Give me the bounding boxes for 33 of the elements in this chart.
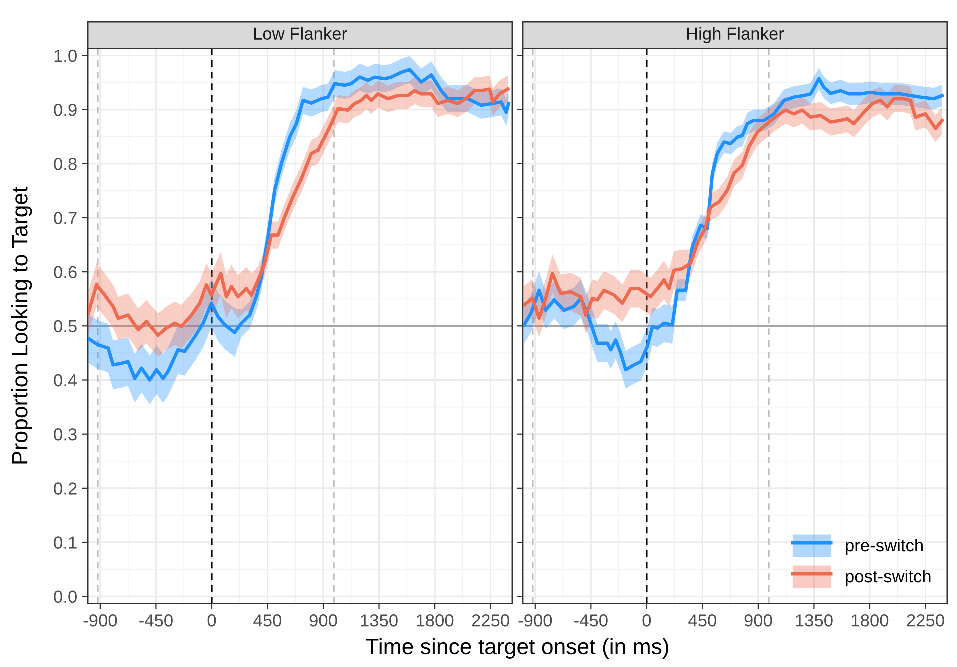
x-tick-label: 2250: [907, 614, 944, 627]
x-tick-label: 1350: [361, 614, 398, 627]
y-tick-label: 0.6: [54, 266, 77, 279]
y-tick-label: 1.0: [54, 50, 77, 62]
y-tick-label: 0.1: [54, 536, 77, 549]
x-tick-label: 2250: [472, 614, 510, 627]
legend-label: post-switch: [846, 570, 931, 586]
x-tick-label: 900: [310, 614, 338, 627]
x-tick-label: 1350: [796, 614, 833, 627]
y-axis-title: Proportion Looking to Target: [11, 186, 32, 464]
y-tick-label: 0.5: [54, 320, 77, 333]
x-tick-label: 450: [688, 614, 716, 627]
x-tick-label: 1800: [852, 614, 889, 627]
x-tick-label: -900: [518, 614, 552, 627]
legend-label: pre-switch: [846, 538, 923, 556]
x-tick-label: 0: [642, 614, 652, 627]
chart-title: High Flanker: [687, 27, 784, 44]
y-tick-label: 0.2: [54, 482, 77, 495]
x-axis-title: Time since target onset (in ms): [366, 638, 668, 659]
y-tick-label: 0.7: [54, 212, 77, 224]
y-tick-label: 0.9: [54, 104, 77, 116]
x-tick-label: 450: [254, 614, 282, 627]
y-tick-label: 0.3: [54, 428, 77, 441]
y-tick-label: 0.8: [54, 158, 77, 170]
y-tick-label: 0.0: [54, 590, 77, 604]
x-tick-label: -900: [84, 614, 118, 627]
y-tick-label: 0.4: [54, 374, 78, 387]
x-tick-label: 0: [208, 614, 216, 627]
chart-title: Low Flanker: [254, 27, 348, 40]
x-tick-label: -450: [140, 614, 173, 627]
x-tick-label: -450: [574, 614, 608, 627]
x-tick-label: 1800: [417, 614, 454, 627]
x-tick-label: 900: [744, 614, 772, 627]
